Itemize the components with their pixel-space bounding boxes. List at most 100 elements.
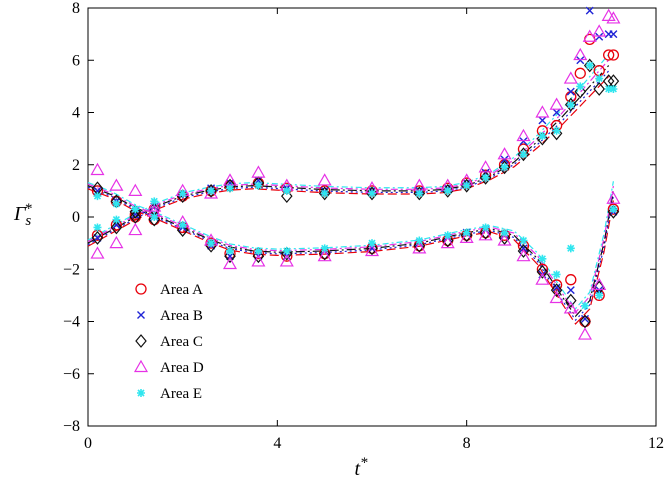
data-point [606,11,621,24]
data-point-shape [538,254,547,263]
y-axis-label-base: Γ [13,203,27,225]
y-tick-label: 0 [72,209,80,226]
data-point-shape [150,197,159,206]
data-point [603,49,615,61]
data-point-shape [413,186,426,201]
data-point [566,286,575,295]
data-markers [90,6,621,340]
data-point [204,186,219,199]
data-point-shape [566,100,575,109]
data-point-shape [538,116,547,125]
data-point [601,8,616,21]
data-point [282,186,291,195]
data-point [552,126,561,135]
x-axis-label-superscript: * [360,455,368,471]
data-point-shape [497,233,512,246]
data-point [462,228,471,237]
data-point-shape [282,186,291,195]
data-point-shape [128,183,143,196]
data-point [112,215,121,224]
data-point [498,230,511,245]
y-tick-label: 8 [72,0,80,17]
data-point [479,170,492,185]
data-point-shape [320,244,329,253]
x-tick-label: 8 [463,435,471,452]
data-point [479,225,492,240]
data-point [364,243,380,257]
data-point-shape [574,67,586,79]
data-point [128,222,143,236]
data-point-shape [443,231,452,240]
legend-marker-shape [135,283,147,295]
data-point [517,147,530,162]
data-point-shape [281,189,293,204]
data-point [478,160,493,173]
x-tick-label: 0 [84,435,92,452]
data-point [368,239,376,248]
data-point-shape [563,301,578,314]
legend-marker-shape [135,334,147,348]
data-point [91,230,104,245]
data-point [317,248,332,262]
data-point [585,61,594,70]
data-point [566,100,575,109]
data-point-shape [128,222,143,236]
data-point [516,128,531,142]
data-point [609,30,618,39]
data-point-shape [519,236,528,245]
legend-marker-shape [137,389,145,397]
data-point-shape [601,8,616,21]
data-point-shape [500,155,509,164]
y-tick-label: −8 [63,418,80,435]
data-point-shape [479,170,492,185]
data-point [566,244,575,253]
data-point-shape [368,239,376,248]
data-point-shape [498,230,511,245]
data-point-shape [549,97,564,110]
data-point [565,274,577,286]
data-point [224,249,236,264]
legend-marker-shape [133,359,149,373]
data-point-shape [112,199,121,208]
data-point-shape [595,32,604,41]
fit-line-lower [87,186,614,322]
data-point-shape [109,235,124,249]
data-point [552,270,561,279]
data-point [226,246,234,255]
legend-marker [137,311,145,319]
data-point [441,233,454,248]
data-point [563,301,578,314]
data-point [207,186,216,195]
data-point [462,181,471,190]
data-point [481,173,490,182]
data-point-shape [604,84,613,93]
legend-label: Area B [160,308,203,324]
data-point [607,203,620,215]
data-point-shape [90,162,105,176]
data-point-shape [226,246,234,255]
data-point [535,272,550,285]
data-point-shape [500,228,509,237]
data-point [178,189,187,198]
data-point [109,178,124,191]
data-point [519,150,528,159]
data-point-shape [93,223,102,232]
data-point [226,184,234,193]
data-point-shape [252,249,265,264]
data-point [517,244,530,258]
data-point [516,248,531,262]
data-point [251,165,266,178]
data-point [222,256,238,270]
data-point-shape [583,58,596,73]
y-axis-label-superscript: * [24,201,32,217]
x-axis-label: t* [354,455,368,480]
data-point [609,205,618,214]
data-point-shape [462,181,471,190]
data-point [443,231,452,240]
data-point-shape [607,203,620,215]
axis-ticks: 0 4 8 12 −8 −6 −4 −2 0 2 4 6 8 [63,0,664,452]
data-point-shape [441,233,454,248]
data-point-shape [563,71,578,84]
data-point [251,254,266,267]
data-point [110,220,123,235]
